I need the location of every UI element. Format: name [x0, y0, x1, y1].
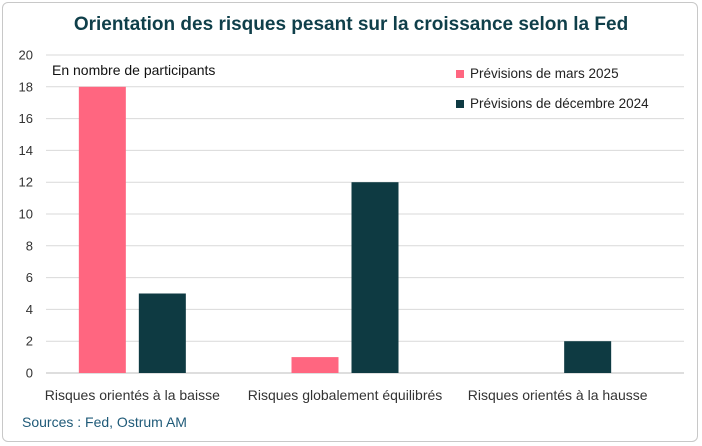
y-tick-label: 0: [26, 366, 33, 381]
y-tick-label: 2: [26, 334, 33, 349]
x-tick-label: Risques globalement équilibrés: [248, 387, 443, 403]
y-tick-label: 6: [26, 270, 33, 285]
y-tick-label: 16: [19, 111, 33, 126]
bar-march-2025: [78, 86, 126, 374]
chart-subtitle: En nombre de participants: [52, 62, 216, 78]
y-tick-label: 12: [19, 175, 33, 190]
bar-march-2025: [291, 357, 339, 373]
y-tick-label: 4: [26, 302, 33, 317]
legend-swatch-march-2025: [456, 69, 464, 78]
legend-swatch-december-2024: [456, 99, 464, 108]
x-tick-label: Risques orientés à la baisse: [45, 387, 220, 403]
bar-december-2024: [564, 341, 612, 373]
chart-title: Orientation des risques pesant sur la cr…: [73, 14, 629, 35]
legend-item-march-2025: Prévisions de mars 2025: [456, 66, 619, 81]
y-tick-label: 14: [19, 143, 33, 158]
y-tick-label: 8: [26, 238, 33, 253]
source-note: Sources : Fed, Ostrum AM: [22, 414, 187, 430]
legend-item-december-2024: Prévisions de décembre 2024: [456, 96, 649, 111]
bar-december-2024: [138, 293, 186, 373]
x-tick-label: Risques orientés à la hausse: [468, 387, 648, 403]
y-tick-label: 18: [19, 79, 33, 94]
y-tick-label: 20: [19, 48, 33, 63]
legend-label-march-2025: Prévisions de mars 2025: [470, 66, 619, 81]
legend-label-december-2024: Prévisions de décembre 2024: [470, 96, 649, 111]
bar-december-2024: [351, 182, 399, 373]
y-tick-label: 10: [19, 207, 33, 222]
